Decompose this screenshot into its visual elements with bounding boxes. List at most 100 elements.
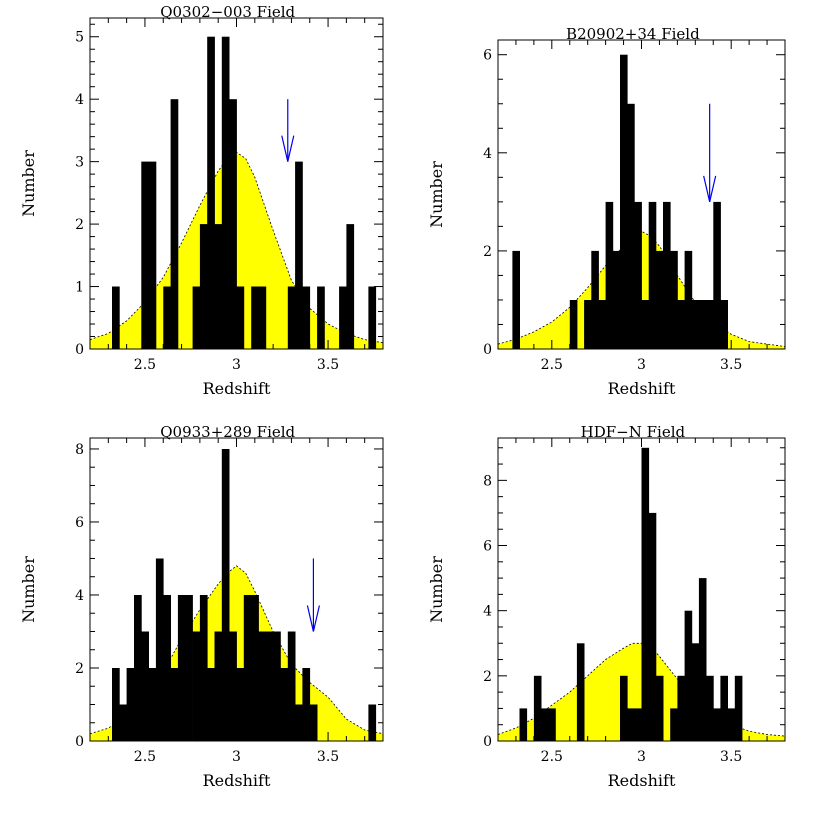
histogram-bar xyxy=(280,668,289,741)
histogram-bar xyxy=(141,161,149,349)
histogram-bar xyxy=(698,578,707,741)
x-tick-label: 2.5 xyxy=(541,749,563,765)
y-tick-label: 6 xyxy=(75,515,84,531)
redshift-arrow-head xyxy=(306,605,320,632)
histogram-bar xyxy=(170,668,179,741)
histogram-bar xyxy=(620,675,628,741)
histogram-bar xyxy=(533,675,542,741)
histogram-bar xyxy=(258,286,267,349)
histogram-bar xyxy=(612,250,621,349)
model-curve-line xyxy=(497,230,786,347)
panel-hdf-n: 2.5 3 3.5 0 2 4 6 8 HDF−N Field Redshift Number xyxy=(427,423,786,790)
histogram-bar xyxy=(214,631,223,741)
histogram-bar xyxy=(251,286,259,349)
histogram-bar xyxy=(163,595,171,741)
x-axis-label: Redshift xyxy=(608,771,676,790)
histogram-bar xyxy=(163,286,171,349)
histogram-bar xyxy=(648,201,657,349)
x-axis-label: Redshift xyxy=(203,379,271,398)
y-tick-label: 8 xyxy=(75,442,84,458)
x-tick-label: 2.5 xyxy=(134,357,156,373)
histogram-bar xyxy=(541,708,549,741)
y-tick-label: 0 xyxy=(483,734,492,750)
x-axis-label: Redshift xyxy=(608,379,676,398)
histogram-bar xyxy=(229,631,237,741)
histogram-bar xyxy=(684,250,693,349)
histogram-bar xyxy=(641,300,650,349)
panel-title: B20902+34 Field xyxy=(566,25,700,43)
histogram-bar xyxy=(655,675,664,741)
histogram-bar xyxy=(243,595,252,741)
x-tick-label: 2.5 xyxy=(541,357,563,373)
y-axis-label: Number xyxy=(427,556,446,623)
histogram-bar xyxy=(148,161,157,349)
histogram-bar xyxy=(339,286,347,349)
histogram-bar xyxy=(207,668,215,741)
histogram-bar xyxy=(627,708,635,741)
y-tick-label: 8 xyxy=(483,473,492,489)
histogram-bar xyxy=(634,708,642,741)
y-tick-label: 0 xyxy=(75,342,84,358)
histogram-bar xyxy=(576,643,585,741)
histogram-bar xyxy=(221,36,230,349)
histogram-bar xyxy=(295,161,303,349)
histogram-bar xyxy=(569,300,578,349)
histogram-bar xyxy=(229,99,237,349)
histogram-bar xyxy=(214,224,223,349)
histogram-bar xyxy=(684,610,693,741)
x-tick-label: 3 xyxy=(232,357,241,373)
histogram-bar xyxy=(177,595,186,741)
histogram-bar xyxy=(620,54,628,349)
x-axis-label: Redshift xyxy=(203,771,271,790)
histogram-bar xyxy=(346,224,355,349)
histogram-bar xyxy=(185,595,193,741)
histogram-bar xyxy=(584,300,592,349)
histogram-bar xyxy=(119,704,127,741)
histogram-bar xyxy=(302,286,311,349)
histogram-bar xyxy=(287,631,296,741)
histogram-bar xyxy=(236,668,245,741)
y-tick-label: 5 xyxy=(75,30,84,46)
histogram-bar xyxy=(734,675,743,741)
histogram-bar xyxy=(655,250,664,349)
histogram-bar xyxy=(670,250,678,349)
y-tick-label: 4 xyxy=(483,604,492,620)
histogram-bar xyxy=(251,595,259,741)
histogram-bar xyxy=(317,286,325,349)
y-axis-label: Number xyxy=(19,556,38,623)
histogram-bar xyxy=(720,675,728,741)
histogram-bar xyxy=(548,708,556,741)
histogram-bar xyxy=(258,631,267,741)
histogram-bar xyxy=(691,300,700,349)
histogram-bar xyxy=(155,558,164,741)
panel-title: Q0302−003 Field xyxy=(160,3,295,21)
model-curve-line xyxy=(89,565,384,735)
panel-title: Q0933+289 Field xyxy=(160,423,295,441)
panel-title: HDF−N Field xyxy=(581,423,686,441)
y-tick-label: 2 xyxy=(483,244,492,260)
histogram-bar xyxy=(207,36,215,349)
y-tick-label: 6 xyxy=(483,539,492,555)
histogram-bar xyxy=(605,201,614,349)
histogram-bar xyxy=(221,449,230,741)
y-tick-label: 0 xyxy=(483,342,492,358)
histogram-bar xyxy=(706,675,714,741)
histogram-bar xyxy=(720,300,728,349)
histogram-bar xyxy=(727,708,736,741)
histogram-bar xyxy=(519,708,528,741)
histogram-bar xyxy=(698,300,707,349)
panel-b20902: 2.5 3 3.5 0 2 4 6 B20902+34 Field Redshift Number xyxy=(427,25,786,398)
histogram-bar xyxy=(170,99,179,349)
y-tick-label: 4 xyxy=(75,92,84,108)
histogram-bar xyxy=(236,286,245,349)
y-tick-label: 0 xyxy=(75,734,84,750)
histogram-bar xyxy=(627,103,635,349)
histogram-bar xyxy=(591,250,599,349)
histogram-bar xyxy=(713,201,721,349)
y-tick-label: 2 xyxy=(75,661,84,677)
y-tick-label: 2 xyxy=(483,669,492,685)
histogram-bar xyxy=(677,300,685,349)
x-tick-label: 2.5 xyxy=(134,749,156,765)
histogram-bar xyxy=(126,668,135,741)
